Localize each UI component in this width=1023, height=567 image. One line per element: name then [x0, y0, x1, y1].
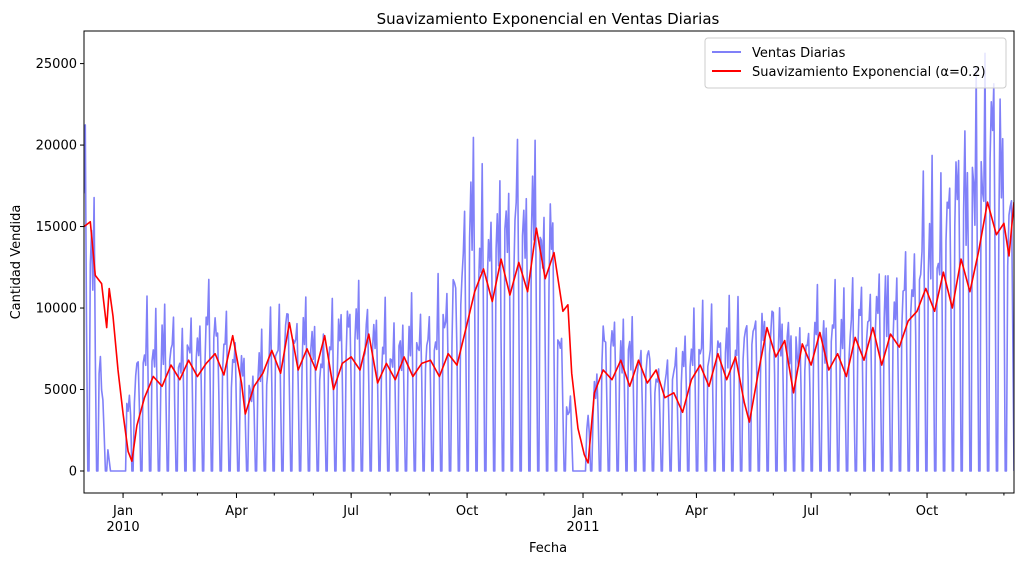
x-tick-label: Jan	[572, 504, 593, 519]
x-tick-label: Oct	[916, 504, 938, 519]
x-tick-label: Apr	[225, 504, 248, 519]
y-tick-label: 0	[69, 465, 77, 480]
legend-frame	[704, 37, 1007, 89]
plot-frame	[83, 30, 1015, 494]
x-tick-year-label: 2011	[566, 520, 599, 535]
x-tick-label: Oct	[456, 504, 478, 519]
x-axis-label: Fecha	[529, 541, 567, 556]
y-tick-label: 5000	[44, 383, 77, 398]
legend: Ventas Diarias Suavizamiento Exponencial…	[704, 37, 1007, 89]
x-tick-label: Jul	[342, 504, 359, 519]
y-tick-label: 25000	[36, 57, 77, 72]
y-axis-label: Cantidad Vendida	[9, 205, 24, 320]
series-line-ventas-diarias	[84, 52, 1014, 472]
x-tick-label: Jul	[802, 504, 819, 519]
y-tick-label: 15000	[36, 220, 77, 235]
legend-label-ventas: Ventas Diarias	[752, 46, 846, 61]
chart-title: Suavizamiento Exponencial en Ventas Diar…	[377, 10, 720, 28]
legend-label-suavizamiento: Suavizamiento Exponencial (α=0.2)	[752, 65, 986, 80]
y-tick-label: 10000	[36, 302, 77, 317]
x-tick-label: Jan	[112, 504, 133, 519]
x-tick-year-label: 2010	[107, 520, 140, 535]
x-tick-label: Apr	[685, 504, 708, 519]
series-line-suavizamiento	[84, 201, 1014, 464]
y-tick-label: 20000	[36, 139, 77, 154]
